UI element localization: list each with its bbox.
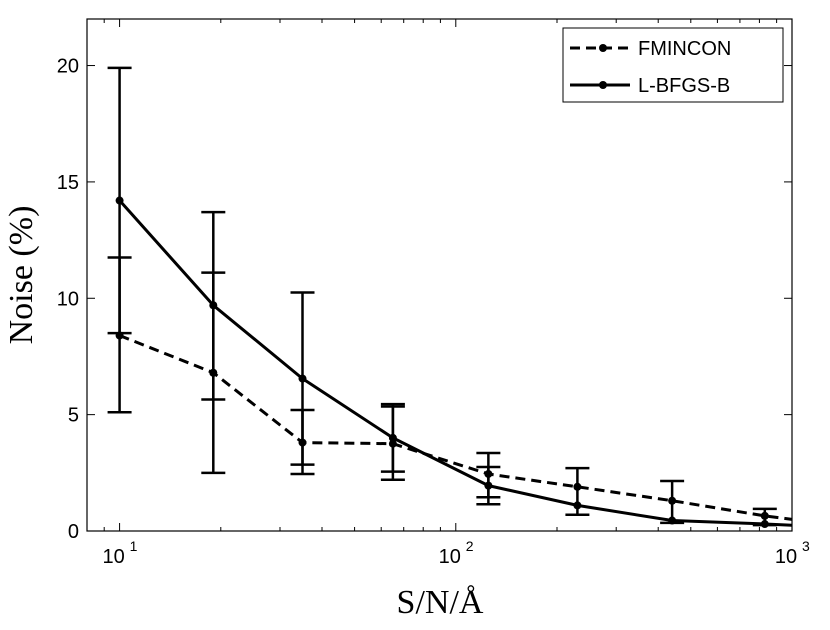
data-point-fmincon — [760, 511, 769, 520]
legend-box — [562, 27, 784, 103]
data-point-fmincon — [668, 496, 677, 505]
y-tick-label: 5 — [68, 405, 79, 427]
data-point-fmincon — [298, 438, 307, 447]
x-tick-label: 10 — [775, 546, 797, 568]
x-tick-label: 10 — [439, 546, 461, 568]
plot-area — [86, 18, 793, 532]
data-point-fmincon — [484, 469, 493, 478]
x-axis-title: S/N/Å — [397, 584, 484, 621]
x-tick-exponent: 3 — [802, 538, 810, 554]
y-tick-label: 0 — [68, 521, 79, 543]
x-tick-exponent: 2 — [466, 538, 474, 554]
x-tick-label: 10 — [102, 546, 124, 568]
data-point-l-bfgs-b — [760, 520, 769, 529]
data-point-l-bfgs-b — [484, 481, 493, 490]
legend-marker-lbfgsb — [599, 81, 607, 89]
data-point-l-bfgs-b — [668, 516, 677, 525]
data-point-l-bfgs-b — [573, 501, 582, 510]
data-point-l-bfgs-b — [388, 433, 397, 442]
legend: FMINCON L-BFGS-B — [562, 27, 784, 103]
data-point-fmincon — [115, 331, 124, 340]
x-tick-exponent: 1 — [130, 538, 138, 554]
y-tick-label: 10 — [57, 288, 79, 310]
data-point-fmincon — [573, 482, 582, 491]
data-point-fmincon — [388, 439, 397, 448]
data-points — [115, 196, 769, 529]
data-point-fmincon — [209, 368, 218, 377]
data-point-l-bfgs-b — [209, 301, 218, 310]
y-tick-label: 20 — [57, 56, 79, 78]
legend-label-lbfgsb: L-BFGS-B — [638, 75, 730, 97]
data-point-l-bfgs-b — [115, 196, 124, 205]
data-point-l-bfgs-b — [298, 374, 307, 383]
legend-marker-fmincon — [599, 44, 607, 52]
y-tick-label: 15 — [57, 172, 79, 194]
y-axis-title: Noise (%) — [3, 206, 40, 345]
legend-label-fmincon: FMINCON — [638, 38, 731, 60]
axis-ticks: 0 5 10 15 20 10 1 10 2 10 3 — [57, 19, 810, 568]
